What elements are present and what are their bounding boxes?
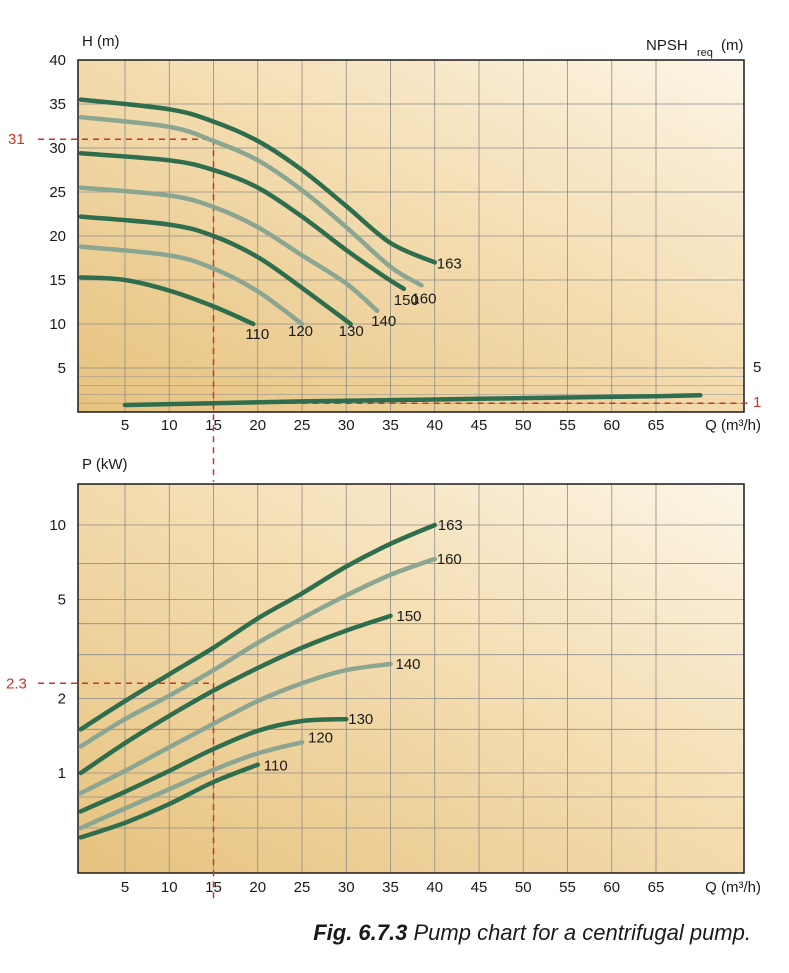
power-plot-frame [77,483,745,874]
figure-caption-text: Pump chart for a centrifugal pump. [407,920,751,945]
head-x-tick-label: 45 [471,417,488,434]
head-x-tick-label: 5 [121,417,129,434]
reference-power-value: 2.3 [6,675,27,692]
power-x-tick-label: 20 [249,879,266,896]
head-curve-label-160: 160 [411,290,436,307]
power-x-tick-label: 60 [603,879,620,896]
head-y-tick-label: 25 [49,184,66,201]
figure-caption: Fig. 6.7.3 Pump chart for a centrifugal … [313,920,751,946]
head-curve-label-163: 163 [437,255,462,272]
head-plot-frame [77,59,745,413]
power-y-axis-title: P (kW) [82,456,128,473]
head-x-axis-title: Q (m³/h) [705,417,761,434]
power-curve-163 [78,522,438,732]
power-curve-label-120: 120 [308,729,333,746]
npsh-axis-title-unit: (m) [721,37,744,54]
power-curve-130 [78,716,349,814]
power-curve-label-163: 163 [438,517,463,534]
power-x-tick-label: 10 [161,879,178,896]
power-curve-label-110: 110 [264,758,288,775]
power-y-tick-label: 5 [58,592,66,609]
head-x-tick-label: 30 [338,417,355,434]
power-plot-background [78,484,744,873]
power-x-tick-label: 45 [471,879,488,896]
head-curve-label-130: 130 [339,323,364,340]
head-y-axis-title: H (m) [82,33,120,50]
power-x-axis-title: Q (m³/h) [705,879,761,896]
head-curve-label-120: 120 [288,323,313,340]
power-y-tick-label: 2 [58,690,66,707]
figure-number: Fig. 6.7.3 [313,920,408,945]
power-x-tick-label: 65 [648,879,665,896]
head-curve-110 [78,275,256,327]
power-curve-label-160: 160 [437,551,462,568]
head-curve-150 [78,151,407,292]
npsh-tick-label: 5 [753,359,761,376]
head-y-tick-label: 40 [49,52,66,69]
head-y-tick-label: 5 [58,360,66,377]
power-curve-120 [78,740,305,831]
head-x-tick-label: 15 [205,417,222,434]
head-y-tick-label: 35 [49,96,66,113]
head-x-tick-label: 40 [426,417,443,434]
head-x-tick-label: 10 [161,417,178,434]
head-x-tick-label: 20 [249,417,266,434]
power-curve-label-130: 130 [348,711,373,728]
head-curve-130 [78,214,353,327]
head-x-tick-label: 60 [603,417,620,434]
power-x-tick-label: 40 [426,879,443,896]
head-x-tick-label: 55 [559,417,576,434]
head-x-tick-label: 50 [515,417,532,434]
head-y-tick-label: 30 [49,140,66,157]
npsh-tick-label: 1 [753,394,761,411]
power-x-tick-label: 30 [338,879,355,896]
reference-head-value: 31 [8,131,25,148]
npsh-axis-title: NPSH [646,37,688,54]
head-x-tick-label: 35 [382,417,399,434]
power-curve-150 [78,613,393,776]
power-x-tick-label: 55 [559,879,576,896]
head-curve-120 [78,244,305,327]
npsh-curve [122,393,703,408]
head-curve-label-150: 150 [394,292,419,309]
npsh-axis-title-subscript: req [697,47,713,59]
head-x-tick-label: 25 [294,417,311,434]
power-curve-110 [78,762,261,840]
head-x-tick-label: 65 [648,417,665,434]
power-x-tick-label: 50 [515,879,532,896]
head-curve-140 [78,185,380,314]
head-y-tick-label: 20 [49,228,66,245]
power-y-tick-label: 10 [49,517,66,534]
power-x-tick-label: 5 [121,879,129,896]
head-y-tick-label: 10 [49,316,66,333]
power-curve-label-150: 150 [397,608,422,625]
head-curve-160 [78,114,424,288]
power-x-tick-label: 25 [294,879,311,896]
power-x-tick-label: 35 [382,879,399,896]
head-curve-label-110: 110 [245,326,269,343]
head-curve-163 [78,97,438,265]
power-x-tick-label: 15 [205,879,222,896]
head-y-tick-label: 15 [49,272,66,289]
power-curve-140 [78,661,393,796]
power-y-tick-label: 1 [58,765,66,782]
power-curve-label-140: 140 [396,656,421,673]
power-curve-160 [78,556,438,749]
head-curve-label-140: 140 [371,313,396,330]
